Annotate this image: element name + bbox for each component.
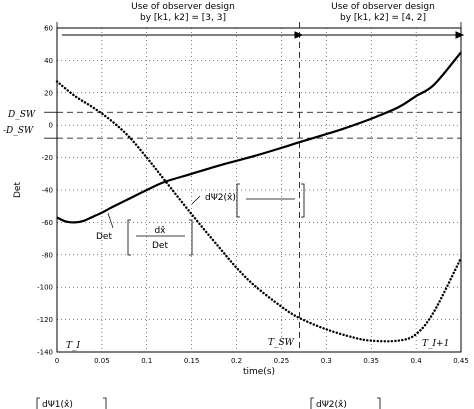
x-tick-label: 0.2 (231, 357, 242, 365)
series-line-1 (56, 51, 462, 224)
det2-bracket-left (236, 183, 240, 218)
det2-annotation: dΨ2(x̂) (191, 183, 305, 218)
y-tick-label: -40 (42, 187, 53, 195)
x-tick-label: 0.25 (274, 357, 290, 365)
det1-pointer (107, 212, 114, 229)
det2-prefix: dΨ2(x̂) (205, 192, 236, 203)
x-tick-label: 0.05 (94, 357, 110, 365)
neg-dsw-label: -D_SW (3, 126, 34, 136)
y-axis-label: Det (13, 182, 23, 198)
plot-frame (56, 27, 462, 353)
det2-bracket-right (301, 183, 305, 218)
y-tick-label: -140 (37, 349, 53, 357)
det1-numerator: dx̂ (154, 225, 166, 236)
det2-pointer (191, 195, 201, 205)
series-line-2 (55, 80, 463, 343)
y-tick-label: -120 (37, 316, 53, 324)
region-arrows (62, 31, 465, 39)
x-tick-label: 0.15 (184, 357, 200, 365)
dsw-label: D_SW (7, 110, 36, 120)
x-tick-label: 0.1 (141, 357, 152, 365)
bottom-fragment-2: dΨ2(x̂) (310, 397, 381, 409)
bottom-fragment-1-text: dΨ1(x̂) (42, 399, 73, 409)
tsw-label: T_SW (268, 338, 295, 348)
x-tick-label: 0.3 (321, 357, 332, 365)
annotation-right-line1: Use of observer design (331, 2, 435, 12)
x-axis-label: time(s) (243, 367, 275, 377)
y-tick-label: 0 (49, 122, 53, 130)
bottom-fragment-2-text: dΨ2(x̂) (316, 399, 347, 409)
y-tick-label: -80 (42, 251, 53, 259)
y-tick-label: -100 (37, 284, 53, 292)
det1-bracket-right (189, 219, 193, 256)
tick-labels: 0 0.05 0.1 0.15 0.2 0.25 0.3 0.35 0.4 0.45 -140 -12… (37, 25, 469, 366)
det1-prefix: Det (96, 232, 112, 242)
x-tick-label: 0.35 (363, 357, 379, 365)
y-tick-label: -20 (42, 154, 53, 162)
annotation-right-line2: by [k1, k2] = [4, 2] (340, 13, 426, 23)
grid (57, 28, 461, 352)
x-tick-label: 0.4 (411, 357, 423, 365)
reference-lines (44, 22, 462, 352)
ti1-label: T_I+1 (422, 339, 449, 349)
series-group (55, 51, 463, 343)
y-tick-label: -60 (42, 219, 53, 227)
det1-denominator: Det (152, 241, 168, 251)
bottom-fragment-1: dΨ1(x̂) (36, 397, 107, 409)
annotation-left-line2: by [k1, k2] = [3, 3] (140, 13, 226, 23)
det1-bracket-left (127, 219, 131, 256)
x-tick-label: 0 (55, 357, 59, 365)
y-tick-label: 40 (44, 57, 53, 65)
y-tick-label: 60 (44, 25, 53, 33)
y-tick-label: 20 (44, 89, 53, 97)
det1-annotation: Det dx̂ Det (96, 212, 193, 256)
x-tick-label: 0.45 (453, 357, 469, 365)
ti-label: T_I (66, 341, 81, 351)
annotation-left-line1: Use of observer design (131, 2, 235, 12)
